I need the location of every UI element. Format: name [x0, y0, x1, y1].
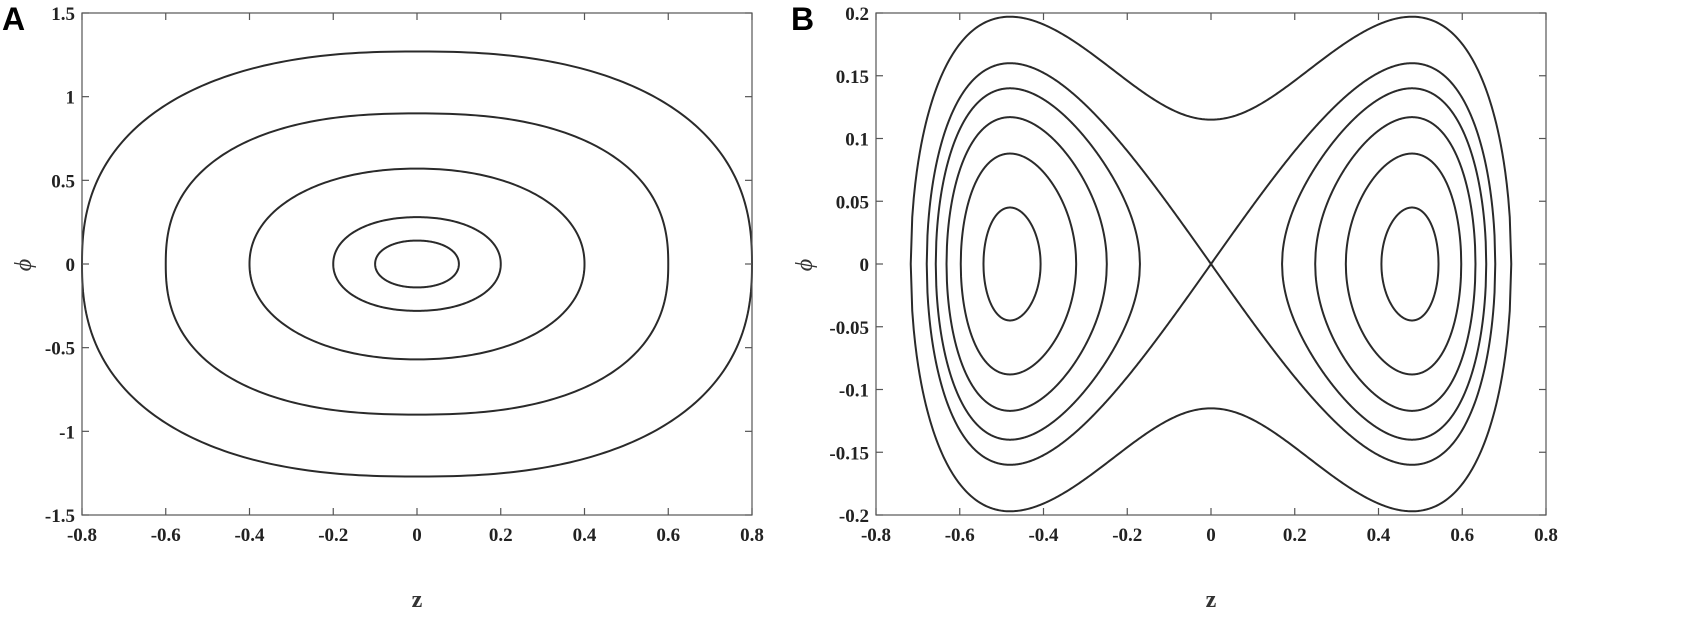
- panel-a-xlabel: z: [412, 587, 423, 613]
- x-tick-label: 0.6: [656, 525, 680, 546]
- orbit-lobe: [1314, 116, 1477, 412]
- orbit-lobe: [1344, 152, 1463, 376]
- x-tick-label: 0.4: [573, 525, 597, 546]
- x-tick-label: 0: [1206, 525, 1216, 546]
- panel-a-frame: [81, 12, 753, 516]
- y-tick-label: -1.5: [45, 506, 75, 527]
- y-tick-label: 0.05: [836, 192, 869, 213]
- panel-b-xlabel: z: [1206, 587, 1217, 613]
- y-tick-label: 1.5: [51, 4, 75, 25]
- y-tick-label: 0.2: [845, 4, 869, 25]
- panel-a-curves: [80, 50, 754, 478]
- orbit-lobe: [945, 116, 1108, 412]
- x-tick-label: 0: [412, 525, 422, 546]
- y-tick-label: 0: [66, 255, 76, 276]
- y-tick-label: -1: [59, 422, 75, 443]
- panel-a-ylabel: ϕ: [11, 259, 37, 271]
- orbit-lobe: [1380, 206, 1440, 322]
- x-tick-label: -0.2: [318, 525, 348, 546]
- x-tick-label: -0.8: [861, 525, 891, 546]
- orbit-curve: [374, 239, 460, 289]
- y-tick-label: -0.2: [839, 506, 869, 527]
- orbit-curve: [80, 50, 754, 478]
- y-tick-label: -0.1: [839, 381, 869, 402]
- x-tick-label: 0.6: [1450, 525, 1474, 546]
- panel-b-ylabel: ϕ: [792, 259, 818, 271]
- y-tick-label: 1: [66, 88, 76, 109]
- y-tick-label: 0.1: [845, 130, 869, 151]
- orbit-curve: [332, 216, 502, 312]
- orbit-lobe: [959, 152, 1078, 376]
- y-tick-label: 0.5: [51, 171, 75, 192]
- x-tick-label: 0.2: [489, 525, 513, 546]
- x-tick-label: -0.6: [945, 525, 975, 546]
- y-tick-label: 0.15: [836, 67, 869, 88]
- orbit-curve: [248, 167, 586, 361]
- panel-label-b: B: [791, 1, 814, 37]
- x-tick-label: -0.6: [151, 525, 181, 546]
- panel-a-ticks: -0.8 -0.6 -0.4 -0.2 0 0.2 0.4 0.6 0.8 -1.5 -1 -0.5 0…: [45, 4, 764, 546]
- x-tick-label: -0.8: [67, 525, 97, 546]
- x-tick-label: 0.4: [1367, 525, 1391, 546]
- x-tick-label: 0.2: [1283, 525, 1307, 546]
- panel-b: B -0.8 -0.6 -0.4 -0.2 0 0.2 0.4 0.6 0.8 -0.2 -0.15…: [791, 1, 1558, 613]
- x-tick-label: -0.4: [234, 525, 265, 546]
- y-tick-label: 0: [860, 255, 870, 276]
- x-tick-label: 0.8: [1534, 525, 1558, 546]
- x-tick-label: -0.4: [1028, 525, 1059, 546]
- separatrix-curve: [925, 62, 1213, 466]
- y-tick-label: -0.5: [45, 339, 75, 360]
- x-tick-label: -0.2: [1112, 525, 1142, 546]
- orbit-lobe: [934, 87, 1141, 441]
- y-tick-label: -0.15: [829, 443, 869, 464]
- orbit-lobe: [982, 206, 1042, 322]
- x-tick-label: 0.8: [740, 525, 764, 546]
- orbit-curve: [164, 112, 670, 416]
- panel-b-curves: [909, 15, 1513, 513]
- y-tick-label: -0.05: [829, 318, 869, 339]
- orbit-lobe: [1281, 87, 1488, 441]
- panel-a: A -0.8 -0.6 -0.4 -0.2 0 0.2 0.4 0.6 0.8-1.5-1-0.…: [2, 1, 764, 613]
- separatrix-curve: [1209, 62, 1497, 466]
- panel-b-ticks: -0.8 -0.6 -0.4 -0.2 0 0.2 0.4 0.6 0.8 -0.2 -0.15 -0…: [829, 4, 1557, 546]
- outer-orbit-curve: [909, 15, 1513, 513]
- panel-label-a: A: [2, 1, 25, 37]
